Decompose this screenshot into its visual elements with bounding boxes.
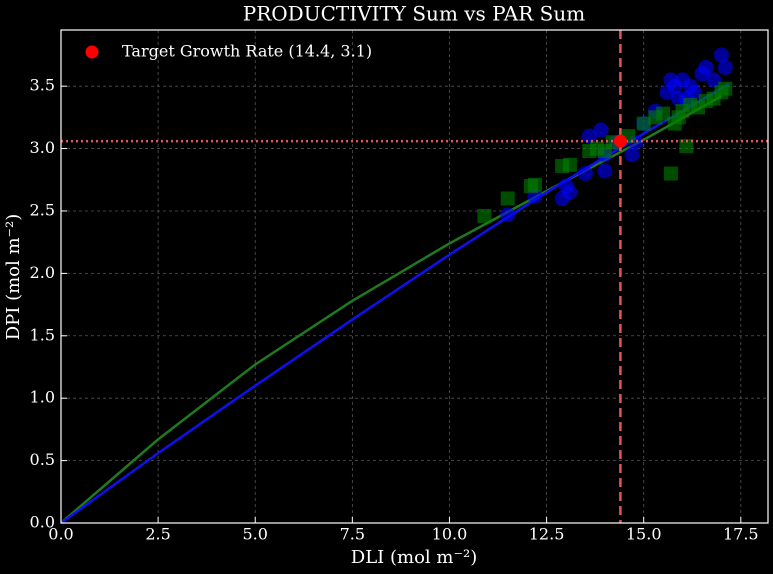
x-tick-label: 12.5 (529, 525, 565, 544)
circle-point (500, 207, 516, 223)
x-tick-label: 5.0 (243, 525, 268, 544)
x-tick-label: 0.0 (48, 525, 73, 544)
y-tick-label: 2.5 (30, 200, 55, 219)
x-axis-label: DLI (mol m⁻²) (351, 547, 477, 568)
y-axis-label: DPI (mol m⁻²) (3, 214, 24, 341)
fit-line (60, 82, 730, 525)
square-point (562, 157, 577, 172)
y-tick-label: 0.0 (30, 513, 55, 532)
circle-point (713, 47, 729, 63)
y-tick-label: 0.5 (30, 450, 55, 469)
square-point (500, 191, 515, 206)
square-point (656, 106, 671, 121)
circle-point (597, 163, 613, 179)
square-point (663, 166, 678, 181)
square-point (718, 81, 733, 96)
x-tick-label: 17.5 (723, 525, 759, 544)
y-tick-label: 1.5 (30, 325, 55, 344)
circle-point (593, 122, 609, 138)
y-tick-label: 3.5 (30, 76, 55, 95)
square-point (527, 177, 542, 192)
square-point (477, 208, 492, 223)
square-point (636, 116, 651, 131)
x-tick-label: 7.5 (340, 525, 365, 544)
y-tick-label: 3.0 (30, 138, 55, 157)
circle-point (717, 59, 733, 75)
circle-point (577, 166, 593, 182)
circle-point (624, 147, 640, 163)
x-tick-label: 2.5 (145, 525, 170, 544)
fit-line (60, 95, 722, 524)
circle-point (698, 59, 714, 75)
y-tick-label: 1.0 (30, 388, 55, 407)
legend-label: Target Growth Rate (14.4, 3.1) (122, 42, 372, 61)
circle-point (706, 72, 722, 88)
circle-point (581, 128, 597, 144)
plot-frame (60, 29, 769, 524)
circle-point (562, 184, 578, 200)
square-point (679, 139, 694, 154)
y-tick-label: 2.0 (30, 263, 55, 282)
x-tick-label: 10.0 (432, 525, 468, 544)
target-point (613, 134, 627, 148)
x-tick-label: 15.0 (626, 525, 662, 544)
legend-marker (85, 45, 99, 59)
chart-title: PRODUCTIVITY Sum vs PAR Sum (243, 2, 585, 26)
